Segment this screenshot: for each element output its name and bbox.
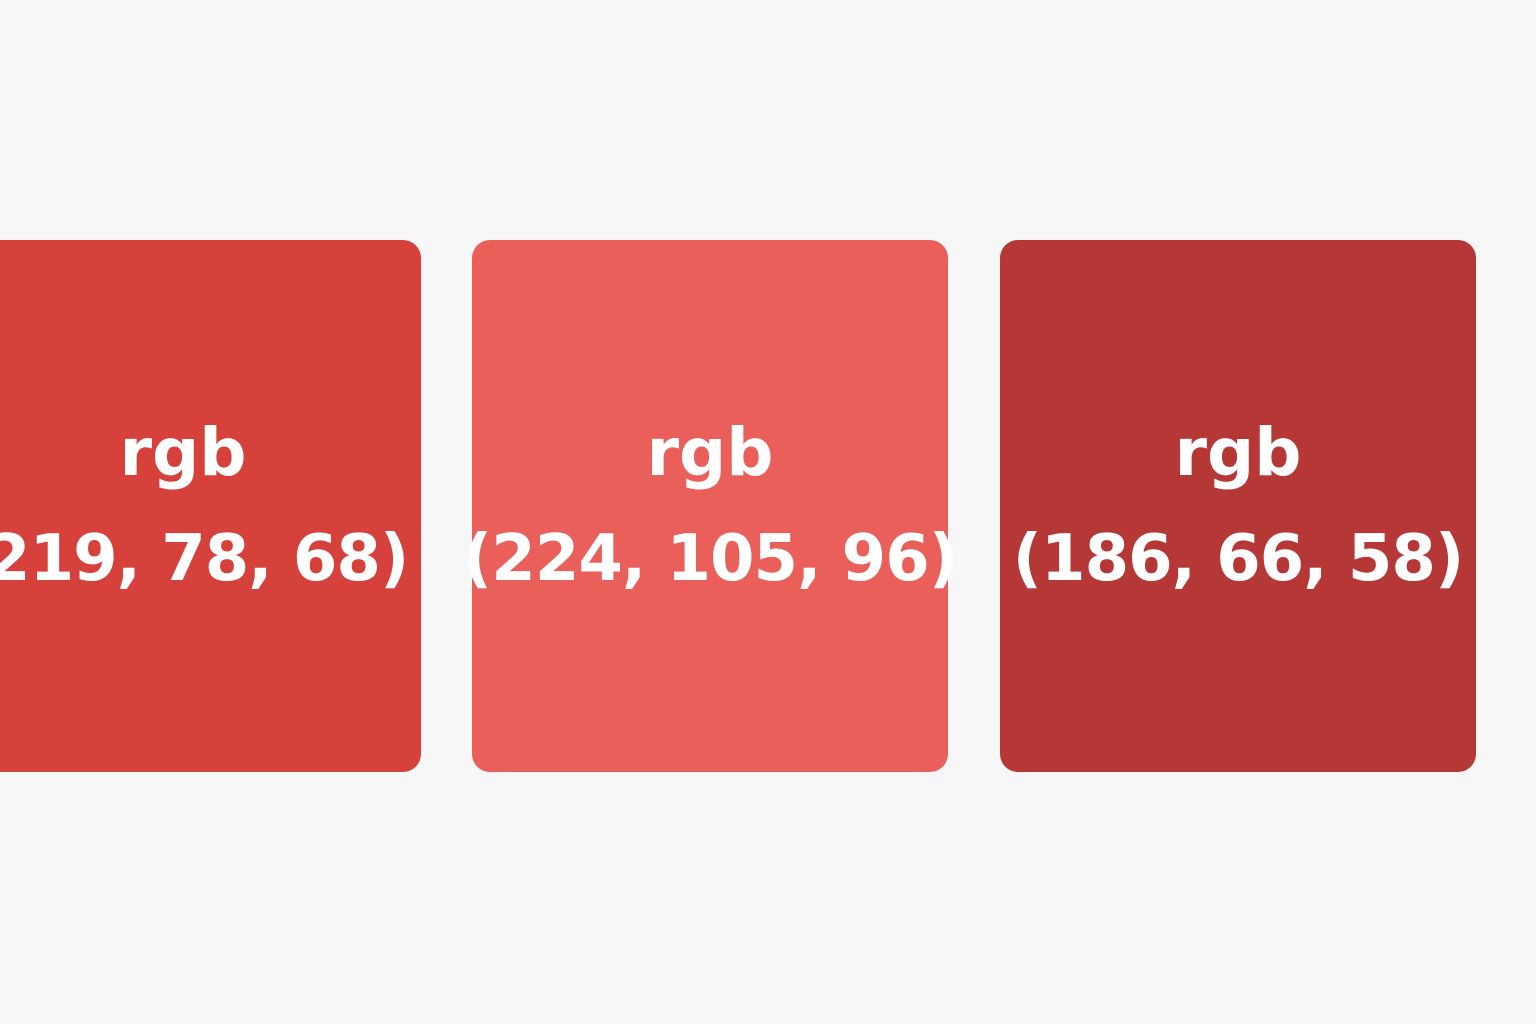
swatch-rgb-value: (186, 66, 58)	[1012, 522, 1464, 596]
color-swatch-1: rgb (219, 78, 68)	[0, 240, 421, 772]
color-swatch-3: rgb (186, 66, 58)	[1000, 240, 1476, 772]
swatch-rgb-value: (219, 78, 68)	[0, 522, 409, 596]
swatch-rgb-value: (224, 105, 96)	[463, 522, 958, 596]
color-swatch-2: rgb (224, 105, 96)	[463, 240, 958, 772]
swatch-label: rgb	[1174, 414, 1302, 491]
swatch-label: rgb	[119, 414, 247, 491]
swatch-label: rgb	[646, 414, 774, 491]
